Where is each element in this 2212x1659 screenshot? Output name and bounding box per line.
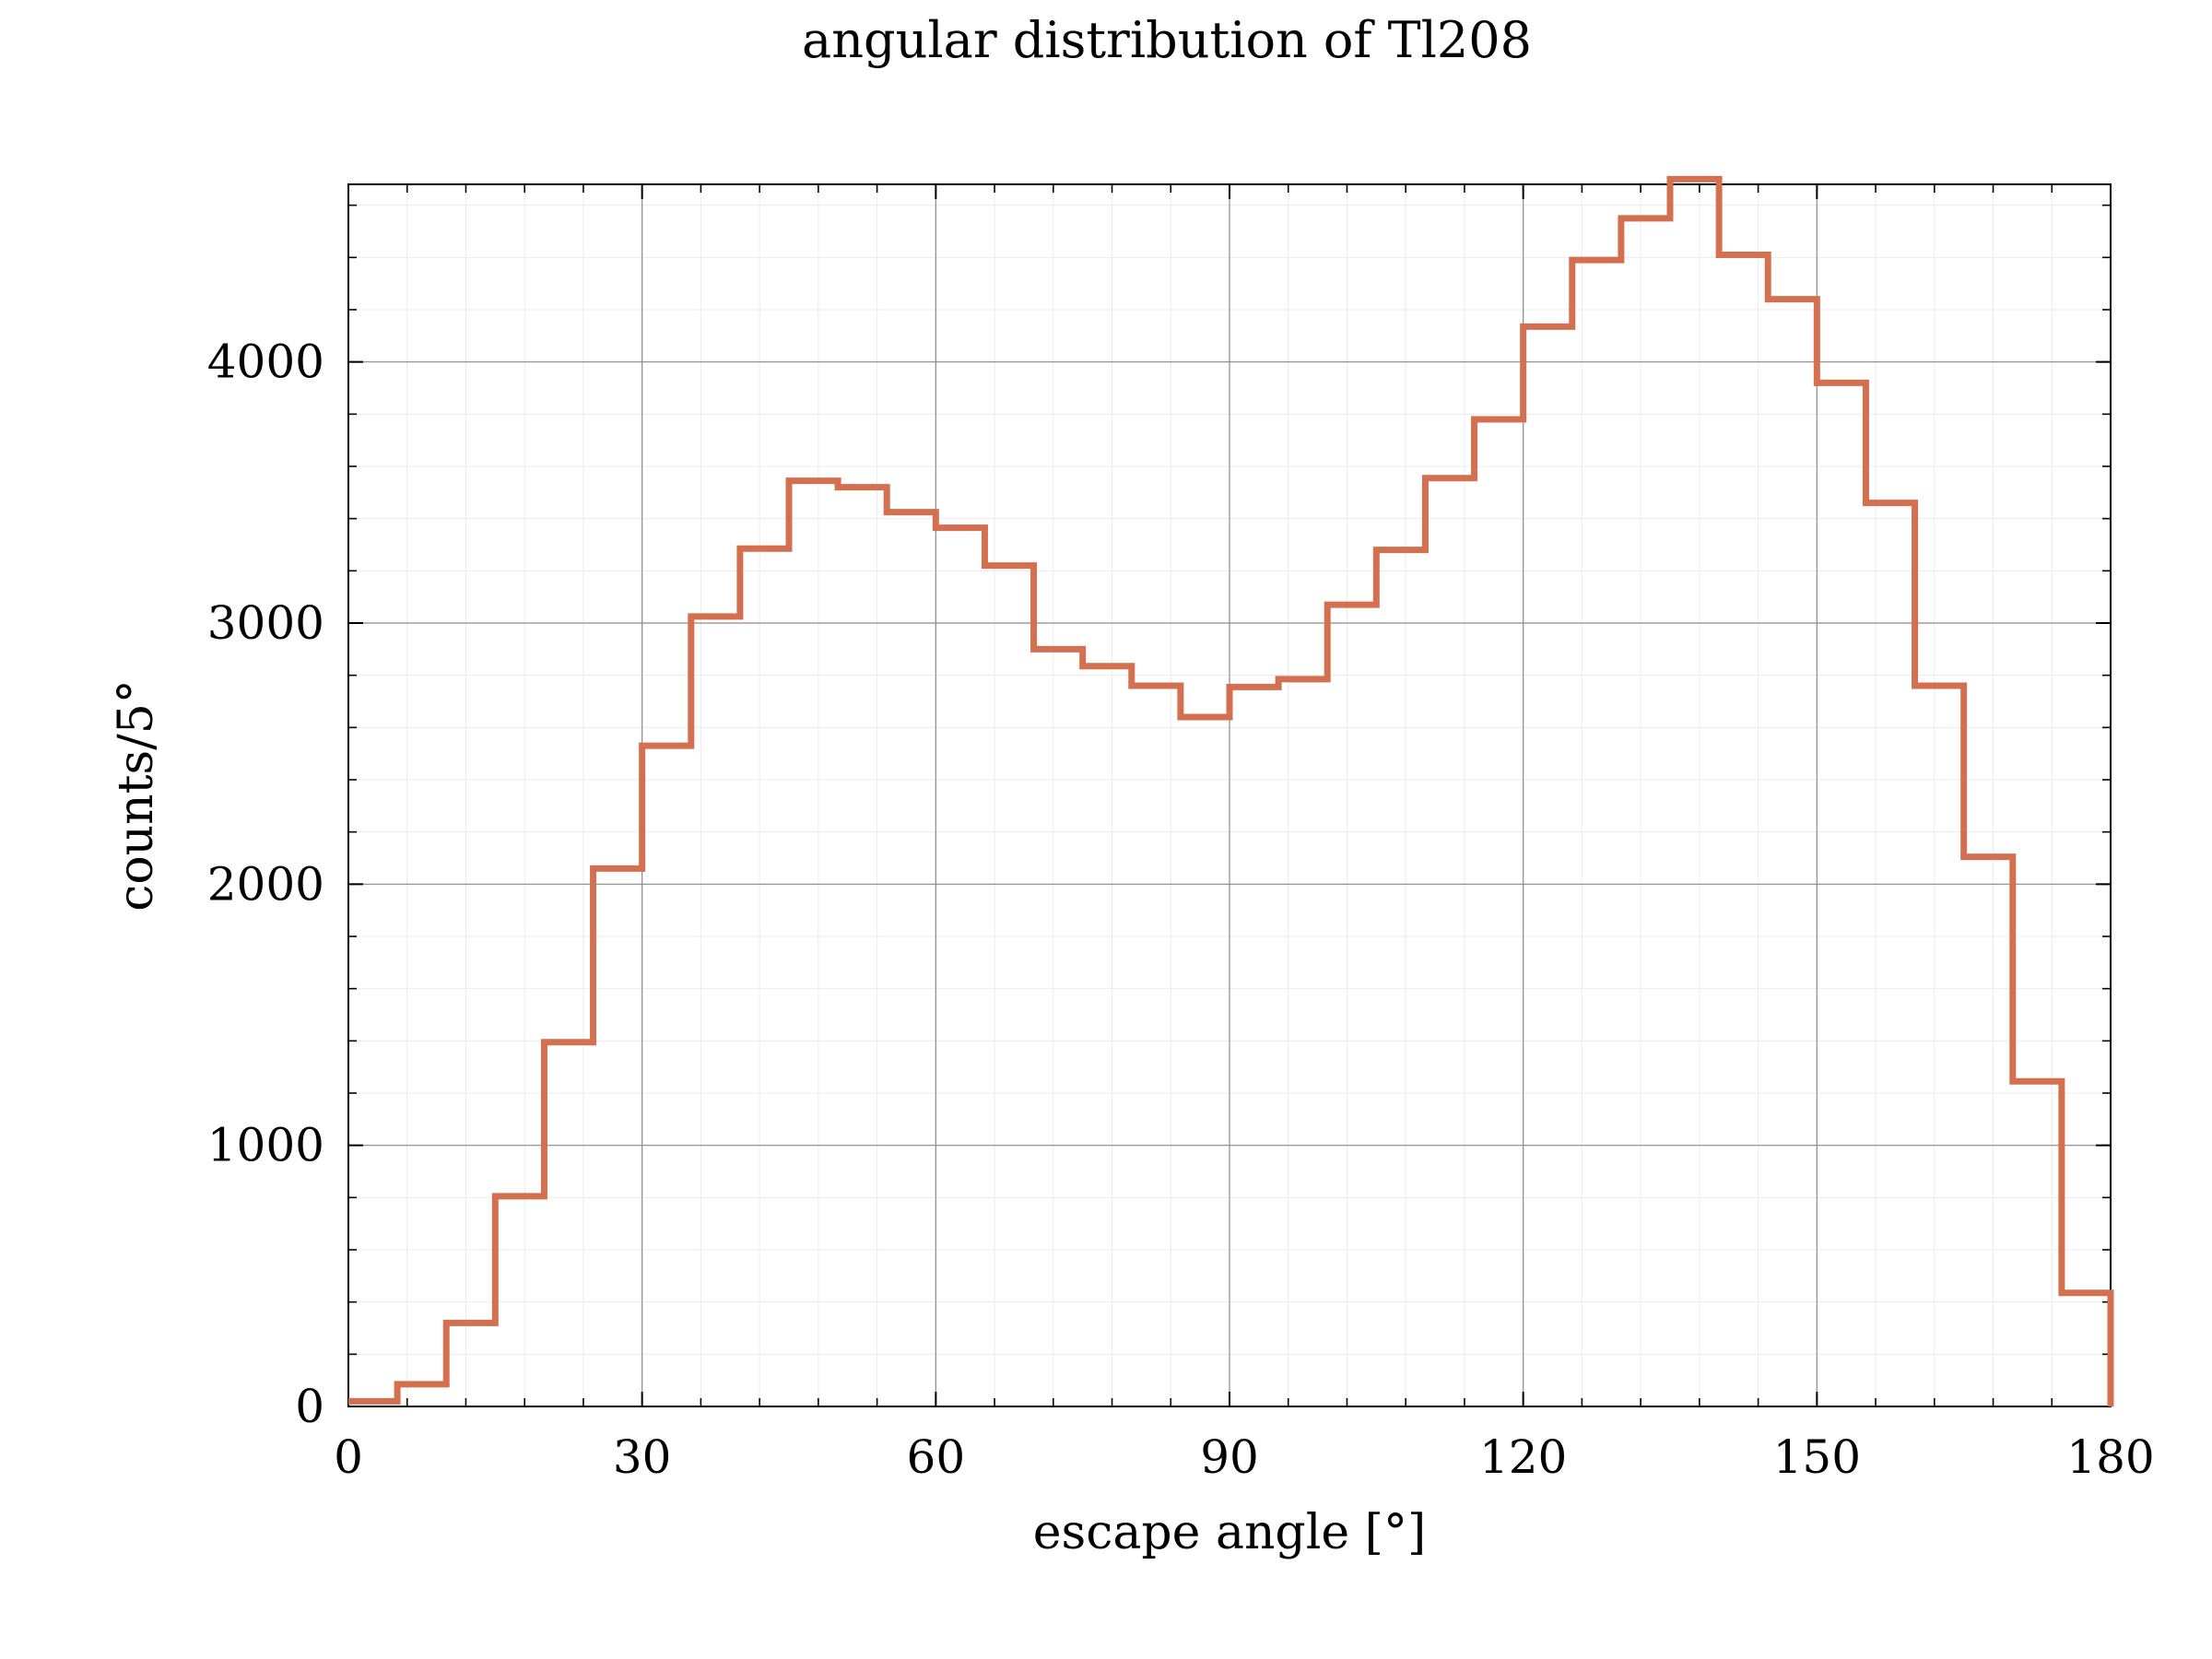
y-axis-tick-labels: 0 1000 2000 3000 4000 [207,335,324,1433]
y-axis-label: counts/5° [109,679,164,912]
x-tick-label: 90 [1200,1430,1259,1484]
x-tick-label: 120 [1479,1430,1567,1484]
y-tick-label: 1000 [207,1119,324,1172]
x-axis-label: escape angle [°] [1033,1505,1426,1560]
x-tick-label: 30 [613,1430,672,1484]
y-tick-label: 2000 [207,857,324,911]
x-tick-label: 180 [2066,1430,2154,1484]
x-tick-label: 150 [1773,1430,1861,1484]
histogram-series-line [348,175,2114,1406]
y-tick-label: 0 [295,1380,324,1433]
x-axis-tick-labels: 0 30 60 90 120 150 180 [334,1430,2155,1484]
major-gridlines [347,184,2112,1407]
x-tick-label: 60 [907,1430,966,1484]
y-tick-label: 4000 [207,335,324,389]
chart-title: angular distribution of Tl208 [802,11,1532,69]
axis-ticks [347,184,2112,1407]
x-tick-label: 0 [334,1430,363,1484]
y-tick-label: 3000 [207,596,324,650]
